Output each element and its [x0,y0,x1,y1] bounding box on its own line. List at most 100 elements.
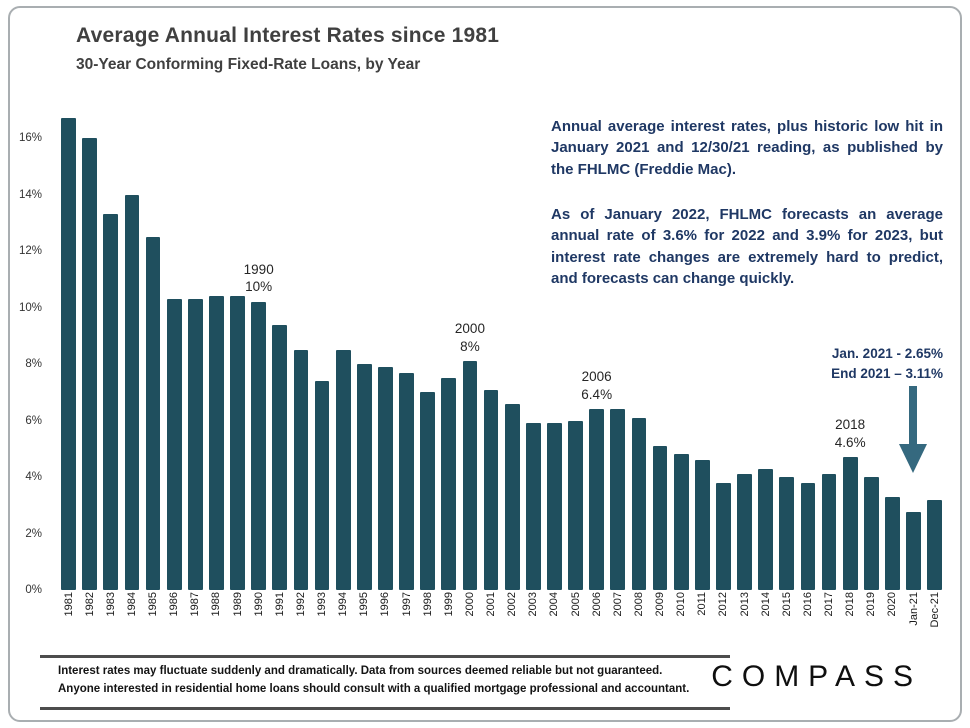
bar-1995 [356,364,372,590]
x-tick-label-Dec-21: Dec-21 [928,592,941,628]
x-tick-label-1998: 1998 [421,592,434,617]
bar-2011 [694,460,710,590]
callout-rate: 4.6% [834,434,866,450]
page-title: Average Annual Interest Rates since 1981 [76,24,500,47]
bar-cell-2016 [797,110,818,590]
bar-cell-2005 [565,110,586,590]
x-tick-label-2018: 2018 [844,592,857,617]
bar-cell-1996 [375,110,396,590]
x-tick-cell-Dec-21: Dec-21 [924,592,945,644]
x-tick-cell-1997: 1997 [396,592,417,644]
bar-cell-1992 [290,110,311,590]
bar-1998 [420,392,436,590]
x-tick-cell-1993: 1993 [312,592,333,644]
x-tick-cell-1982: 1982 [79,592,100,644]
bar-2003 [525,423,541,590]
bar-cell-2019 [861,110,882,590]
x-tick-cell-2003: 2003 [523,592,544,644]
bar-cell-2017 [819,110,840,590]
x-tick-label-2011: 2011 [696,592,709,616]
bar-cell-1994 [333,110,354,590]
x-tick-cell-2004: 2004 [544,592,565,644]
x-tick-label-2020: 2020 [886,592,899,617]
disclaimer-line-1: Interest rates may fluctuate suddenly an… [58,665,663,677]
x-tick-label-1994: 1994 [337,592,350,617]
bar-1994 [335,350,351,590]
x-tick-cell-1991: 1991 [269,592,290,644]
bar-2000 [462,361,478,590]
x-tick-cell-2018: 2018 [840,592,861,644]
x-tick-label-1991: 1991 [273,592,286,617]
bar-2016 [800,482,816,590]
callout-rate: 6.4% [581,386,613,402]
x-tick-cell-2000: 2000 [459,592,480,644]
y-tick-label-10: 10% [18,301,42,314]
compass-logo: COMPASS [711,660,922,693]
x-tick-label-1997: 1997 [400,592,413,617]
bar-cell-1990: 1990 10% [244,110,274,590]
x-tick-cell-2005: 2005 [565,592,586,644]
bar-2007 [610,409,626,590]
bar-cell-2011 [692,110,713,590]
bar-cell-1984 [121,110,142,590]
x-tick-label-2010: 2010 [675,592,688,617]
x-tick-cell-1987: 1987 [185,592,206,644]
bar-2017 [821,474,837,590]
annotation-end-2021: End 2021 – 3.11% [831,366,943,382]
x-tick-label-1985: 1985 [147,592,160,617]
x-tick-cell-2006: 2006 [586,592,607,644]
x-tick-label-2013: 2013 [738,592,751,617]
bar-cell-Dec-21 [924,110,945,590]
bar-cell-2004 [544,110,565,590]
x-tick-cell-1998: 1998 [417,592,438,644]
x-tick-label-2008: 2008 [632,592,645,617]
bar-1983 [103,214,119,590]
annotation-forecast-note: As of January 2022, FHLMC forecasts an a… [551,206,943,287]
bar-cell-1983 [100,110,121,590]
x-tick-label-1981: 1981 [62,592,75,617]
bar-1999 [441,378,457,590]
x-tick-cell-1984: 1984 [121,592,142,644]
bar-1988 [209,296,224,590]
bar-cell-1987 [185,110,206,590]
bar-1984 [124,194,140,590]
x-tick-label-2016: 2016 [801,592,814,617]
bar-2015 [779,477,795,590]
bar-callout-2018: 2018 4.6% [835,416,866,457]
bar-2004 [547,423,562,590]
x-tick-label-1988: 1988 [210,592,223,617]
x-tick-cell-1989: 1989 [227,592,248,644]
x-tick-label-1983: 1983 [104,592,117,617]
bar-cell-Jan-21 [903,110,924,590]
x-tick-cell-2008: 2008 [628,592,649,644]
callout-rate: 10% [245,279,273,295]
bar-2012 [716,482,731,590]
x-tick-cell-2013: 2013 [734,592,755,644]
bar-callout-2006: 2006 6.4% [581,368,612,409]
x-tick-label-2000: 2000 [463,592,476,617]
x-tick-cell-2020: 2020 [882,592,903,644]
bar-1987 [187,299,203,590]
bar-1990 [251,302,267,590]
bar-2006 [589,409,605,590]
x-tick-label-1999: 1999 [442,592,455,617]
bar-cell-1986 [164,110,185,590]
page-subtitle: 30-Year Conforming Fixed-Rate Loans, by … [76,56,421,73]
bar-cell-2001 [481,110,502,590]
bar-cell-2014 [755,110,776,590]
bar-1997 [399,372,414,590]
y-tick-label-8: 8% [25,358,42,371]
bar-cell-1981 [58,110,79,590]
x-tick-label-2005: 2005 [569,592,582,617]
x-tick-label-2003: 2003 [527,592,540,617]
footer-divider-bottom [40,707,730,710]
bar-cell-2009 [650,110,671,590]
disclaimer-line-2: Anyone interested in residential home lo… [58,683,690,696]
x-tick-cell-1999: 1999 [438,592,459,644]
bar-cell-2015 [776,110,797,590]
bar-2019 [863,477,879,590]
bar-2013 [737,474,752,590]
x-tick-cell-1985: 1985 [143,592,164,644]
x-tick-cell-1988: 1988 [206,592,227,644]
